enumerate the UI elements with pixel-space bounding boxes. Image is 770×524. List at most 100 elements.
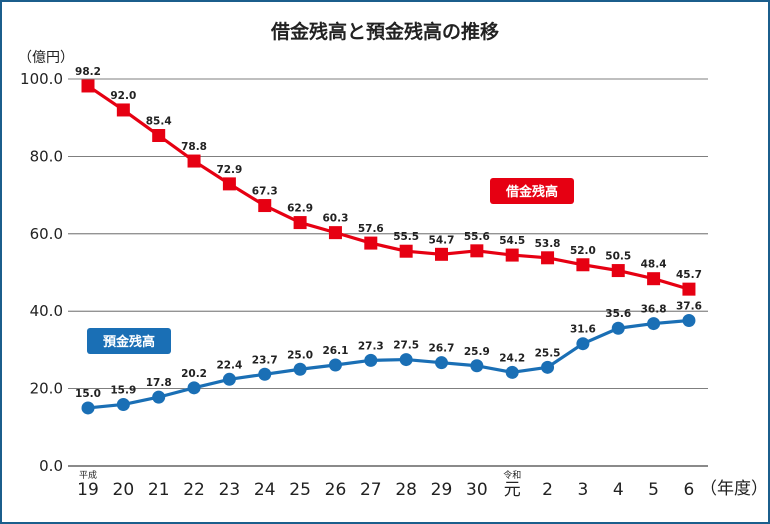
data-label: 53.8 xyxy=(535,238,561,250)
data-point xyxy=(116,103,130,117)
data-label: 27.3 xyxy=(358,340,384,352)
series-layer: 98.2 92.0 85.4 78.8 72.9 67.3 62.9 60.3 57.6 55.5… xyxy=(75,66,702,415)
y-axis-ticks: 0.0 20.0 40.0 60.0 80.0 100.0 xyxy=(20,70,63,475)
y-tick-label: 20.0 xyxy=(30,380,63,398)
data-point xyxy=(222,372,236,386)
legend-badge xyxy=(87,328,171,354)
data-label: 55.6 xyxy=(464,231,490,243)
data-point xyxy=(611,321,625,335)
data-point xyxy=(328,226,342,240)
data-label: 67.3 xyxy=(252,186,278,198)
x-tick-label: 24 xyxy=(254,480,276,500)
data-label: 48.4 xyxy=(641,259,667,271)
x-tick-label: 21 xyxy=(148,480,170,500)
data-label: 54.7 xyxy=(429,234,455,246)
data-label: 20.2 xyxy=(181,368,207,380)
data-label: 85.4 xyxy=(146,116,172,128)
data-label: 55.5 xyxy=(393,231,419,243)
data-label: 52.0 xyxy=(570,245,596,257)
x-axis-unit: （年度） xyxy=(700,479,768,499)
data-label: 22.4 xyxy=(216,359,242,371)
series-line xyxy=(87,318,690,410)
data-point xyxy=(682,313,696,327)
data-point xyxy=(293,362,307,376)
x-tick-label: 2 xyxy=(542,480,553,500)
data-point xyxy=(187,381,201,395)
data-point xyxy=(328,358,342,372)
x-tick-label: 29 xyxy=(431,480,453,500)
legend-badge-label: 預金残高 xyxy=(103,334,155,350)
data-label: 37.6 xyxy=(676,300,702,312)
data-point xyxy=(470,244,484,258)
data-label: 25.0 xyxy=(287,349,313,361)
y-axis-unit: （億円） xyxy=(18,50,74,66)
x-tick-label: 27 xyxy=(360,480,382,500)
data-point xyxy=(152,129,166,143)
data-label: 26.7 xyxy=(429,343,455,355)
gridlines xyxy=(68,78,708,467)
data-label: 72.9 xyxy=(216,164,242,176)
data-label: 92.0 xyxy=(110,90,136,102)
data-label: 62.9 xyxy=(287,203,313,215)
x-tick-label: 3 xyxy=(577,480,588,500)
data-label: 78.8 xyxy=(181,141,207,153)
data-label: 27.5 xyxy=(393,340,419,352)
legend-badge xyxy=(490,178,574,204)
data-point xyxy=(541,251,555,265)
x-tick-label: 19 xyxy=(77,480,99,500)
data-point xyxy=(647,317,661,331)
x-tick-label: 28 xyxy=(395,480,417,500)
data-label: 50.5 xyxy=(605,251,631,263)
data-point xyxy=(435,356,448,370)
data-point xyxy=(505,365,519,379)
data-point xyxy=(611,264,625,278)
data-point xyxy=(81,79,95,93)
data-point xyxy=(293,216,307,230)
x-tick-label: 25 xyxy=(289,480,311,500)
data-label: 54.5 xyxy=(499,235,525,247)
data-label: 26.1 xyxy=(322,345,348,357)
x-tick-label: 5 xyxy=(648,480,659,500)
data-point xyxy=(81,401,95,415)
data-point xyxy=(258,367,272,381)
data-label: 15.9 xyxy=(110,384,136,396)
data-point xyxy=(647,272,661,286)
x-tick-label: 30 xyxy=(466,480,488,500)
data-point xyxy=(187,154,201,168)
data-point xyxy=(364,353,378,367)
x-tick-label: 22 xyxy=(183,480,205,500)
data-label: 24.2 xyxy=(499,352,525,364)
data-point xyxy=(435,247,448,261)
data-point xyxy=(364,236,378,250)
data-point xyxy=(576,337,590,351)
x-era-label: 平成 xyxy=(79,469,97,481)
data-label: 98.2 xyxy=(75,66,101,78)
series-line xyxy=(87,84,690,291)
data-point xyxy=(682,282,696,296)
y-tick-label: 100.0 xyxy=(20,70,63,88)
y-tick-label: 40.0 xyxy=(30,302,63,320)
x-tick-label: 26 xyxy=(325,480,347,500)
data-point xyxy=(505,248,519,262)
data-label: 23.7 xyxy=(252,354,278,366)
data-point xyxy=(541,360,555,374)
x-tick-label: 元 xyxy=(504,480,521,500)
data-label: 17.8 xyxy=(146,377,172,389)
x-era-label: 令和 xyxy=(503,469,521,481)
data-point xyxy=(258,199,272,213)
chart-title: 借金残高と預金残高の推移 xyxy=(270,20,499,43)
x-tick-label: 4 xyxy=(613,480,624,500)
data-point xyxy=(576,258,590,272)
data-point xyxy=(399,244,413,258)
legend-badge-label: 借金残高 xyxy=(505,184,558,200)
y-tick-label: 60.0 xyxy=(30,225,63,243)
data-point xyxy=(116,397,130,411)
data-label: 15.0 xyxy=(75,388,101,400)
data-point xyxy=(152,390,166,404)
data-point xyxy=(222,177,236,191)
y-tick-label: 0.0 xyxy=(39,457,63,475)
